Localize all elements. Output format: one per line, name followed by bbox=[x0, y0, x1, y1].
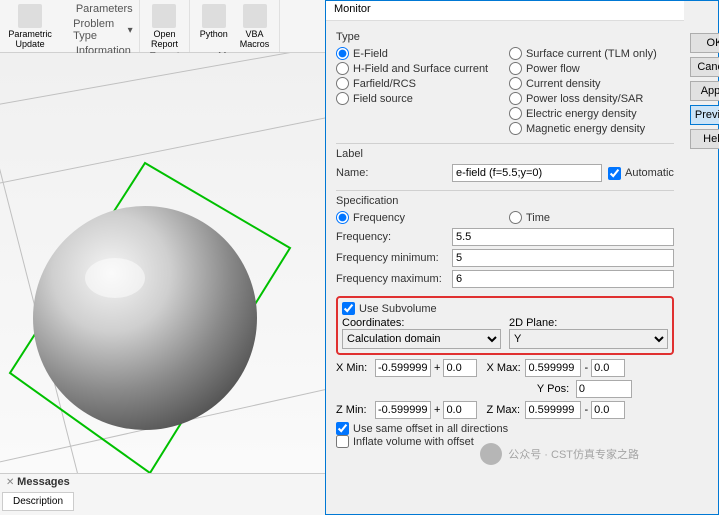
bottom-panel: ✕ Messages Description bbox=[0, 473, 325, 515]
inflate-checkbox[interactable]: Inflate volume with offset bbox=[336, 435, 674, 448]
fmax-input[interactable] bbox=[452, 270, 674, 288]
zmax-off-input[interactable] bbox=[591, 401, 625, 419]
ypos-input[interactable] bbox=[576, 380, 632, 398]
coords-label: Coordinates: bbox=[342, 317, 501, 329]
zmax-input[interactable] bbox=[525, 401, 581, 419]
freq-label: Frequency: bbox=[336, 231, 446, 243]
parameters-button[interactable]: Parameters bbox=[60, 2, 135, 16]
use-subvolume-checkbox[interactable]: Use Subvolume bbox=[342, 302, 668, 315]
radio-hfield[interactable]: H-Field and Surface current bbox=[336, 62, 501, 75]
zmax-label: Z Max: bbox=[486, 404, 522, 416]
open-report-button[interactable]: Open Report bbox=[147, 2, 182, 51]
xmin-off-input[interactable] bbox=[443, 359, 477, 377]
same-offset-checkbox[interactable]: Use same offset in all directions bbox=[336, 422, 674, 435]
automatic-checkbox[interactable]: Automatic bbox=[608, 167, 674, 180]
problem-type-button[interactable]: Problem Type ▾ bbox=[60, 17, 135, 43]
radio-frequency[interactable]: Frequency bbox=[336, 211, 501, 224]
xmax-off-input[interactable] bbox=[591, 359, 625, 377]
vba-button[interactable]: VBA Macros bbox=[236, 2, 274, 51]
help-button[interactable]: Help bbox=[690, 129, 719, 149]
ok-button[interactable]: OK bbox=[690, 33, 719, 53]
radio-powerflow[interactable]: Power flow bbox=[509, 62, 674, 75]
refresh-icon bbox=[18, 4, 42, 28]
xmin-input[interactable] bbox=[375, 359, 431, 377]
radio-efield[interactable]: E-Field bbox=[336, 47, 501, 60]
ypos-label: Y Pos: bbox=[537, 383, 573, 395]
type-group-label: Type bbox=[336, 31, 674, 43]
radio-farfield[interactable]: Farfield/RCS bbox=[336, 77, 501, 90]
python-button[interactable]: Python bbox=[196, 2, 232, 41]
gear-icon bbox=[62, 24, 71, 36]
radio-fieldsource[interactable]: Field source bbox=[336, 92, 501, 105]
name-label: Name: bbox=[336, 167, 446, 179]
coords-select[interactable]: Calculation domain bbox=[342, 329, 501, 349]
parametric-update-label: Parametric Update bbox=[8, 29, 52, 49]
plane-select[interactable]: Y bbox=[509, 329, 668, 349]
viewport-3d[interactable] bbox=[0, 53, 325, 473]
zmin-off-input[interactable] bbox=[443, 401, 477, 419]
dialog-title: Monitor bbox=[326, 1, 684, 21]
label-group-label: Label bbox=[336, 148, 674, 160]
apply-button[interactable]: Apply bbox=[690, 81, 719, 101]
subvolume-highlight: Use Subvolume Coordinates: Calculation d… bbox=[336, 296, 674, 355]
spec-group-label: Specification bbox=[336, 195, 674, 207]
radio-surfcur[interactable]: Surface current (TLM only) bbox=[509, 47, 674, 60]
fmin-label: Frequency minimum: bbox=[336, 252, 446, 264]
xmin-label: X Min: bbox=[336, 362, 372, 374]
xmax-label: X Max: bbox=[486, 362, 522, 374]
list-icon bbox=[62, 3, 74, 15]
name-input[interactable] bbox=[452, 164, 602, 182]
fmax-label: Frequency maximum: bbox=[336, 273, 446, 285]
radio-time[interactable]: Time bbox=[509, 211, 674, 224]
monitor-dialog: Monitor Type E-Field Surface current (TL… bbox=[325, 0, 719, 515]
zmin-label: Z Min: bbox=[336, 404, 372, 416]
xmax-input[interactable] bbox=[525, 359, 581, 377]
vba-icon bbox=[243, 4, 267, 28]
zmin-input[interactable] bbox=[375, 401, 431, 419]
messages-tab[interactable]: Messages bbox=[17, 476, 70, 488]
freq-input[interactable] bbox=[452, 228, 674, 246]
cancel-button[interactable]: Cancel bbox=[690, 57, 719, 77]
preview-button[interactable]: Preview bbox=[690, 105, 719, 125]
python-icon bbox=[202, 4, 226, 28]
radio-powerloss[interactable]: Power loss density/SAR bbox=[509, 92, 674, 105]
report-icon bbox=[152, 4, 176, 28]
fmin-input[interactable] bbox=[452, 249, 674, 267]
radio-mag-energy[interactable]: Magnetic energy density bbox=[509, 122, 674, 135]
parametric-update-button[interactable]: Parametric Update bbox=[4, 2, 56, 51]
radio-elec-energy[interactable]: Electric energy density bbox=[509, 107, 674, 120]
plane-label: 2D Plane: bbox=[509, 317, 668, 329]
radio-curdens[interactable]: Current density bbox=[509, 77, 674, 90]
description-tab[interactable]: Description bbox=[2, 492, 74, 511]
